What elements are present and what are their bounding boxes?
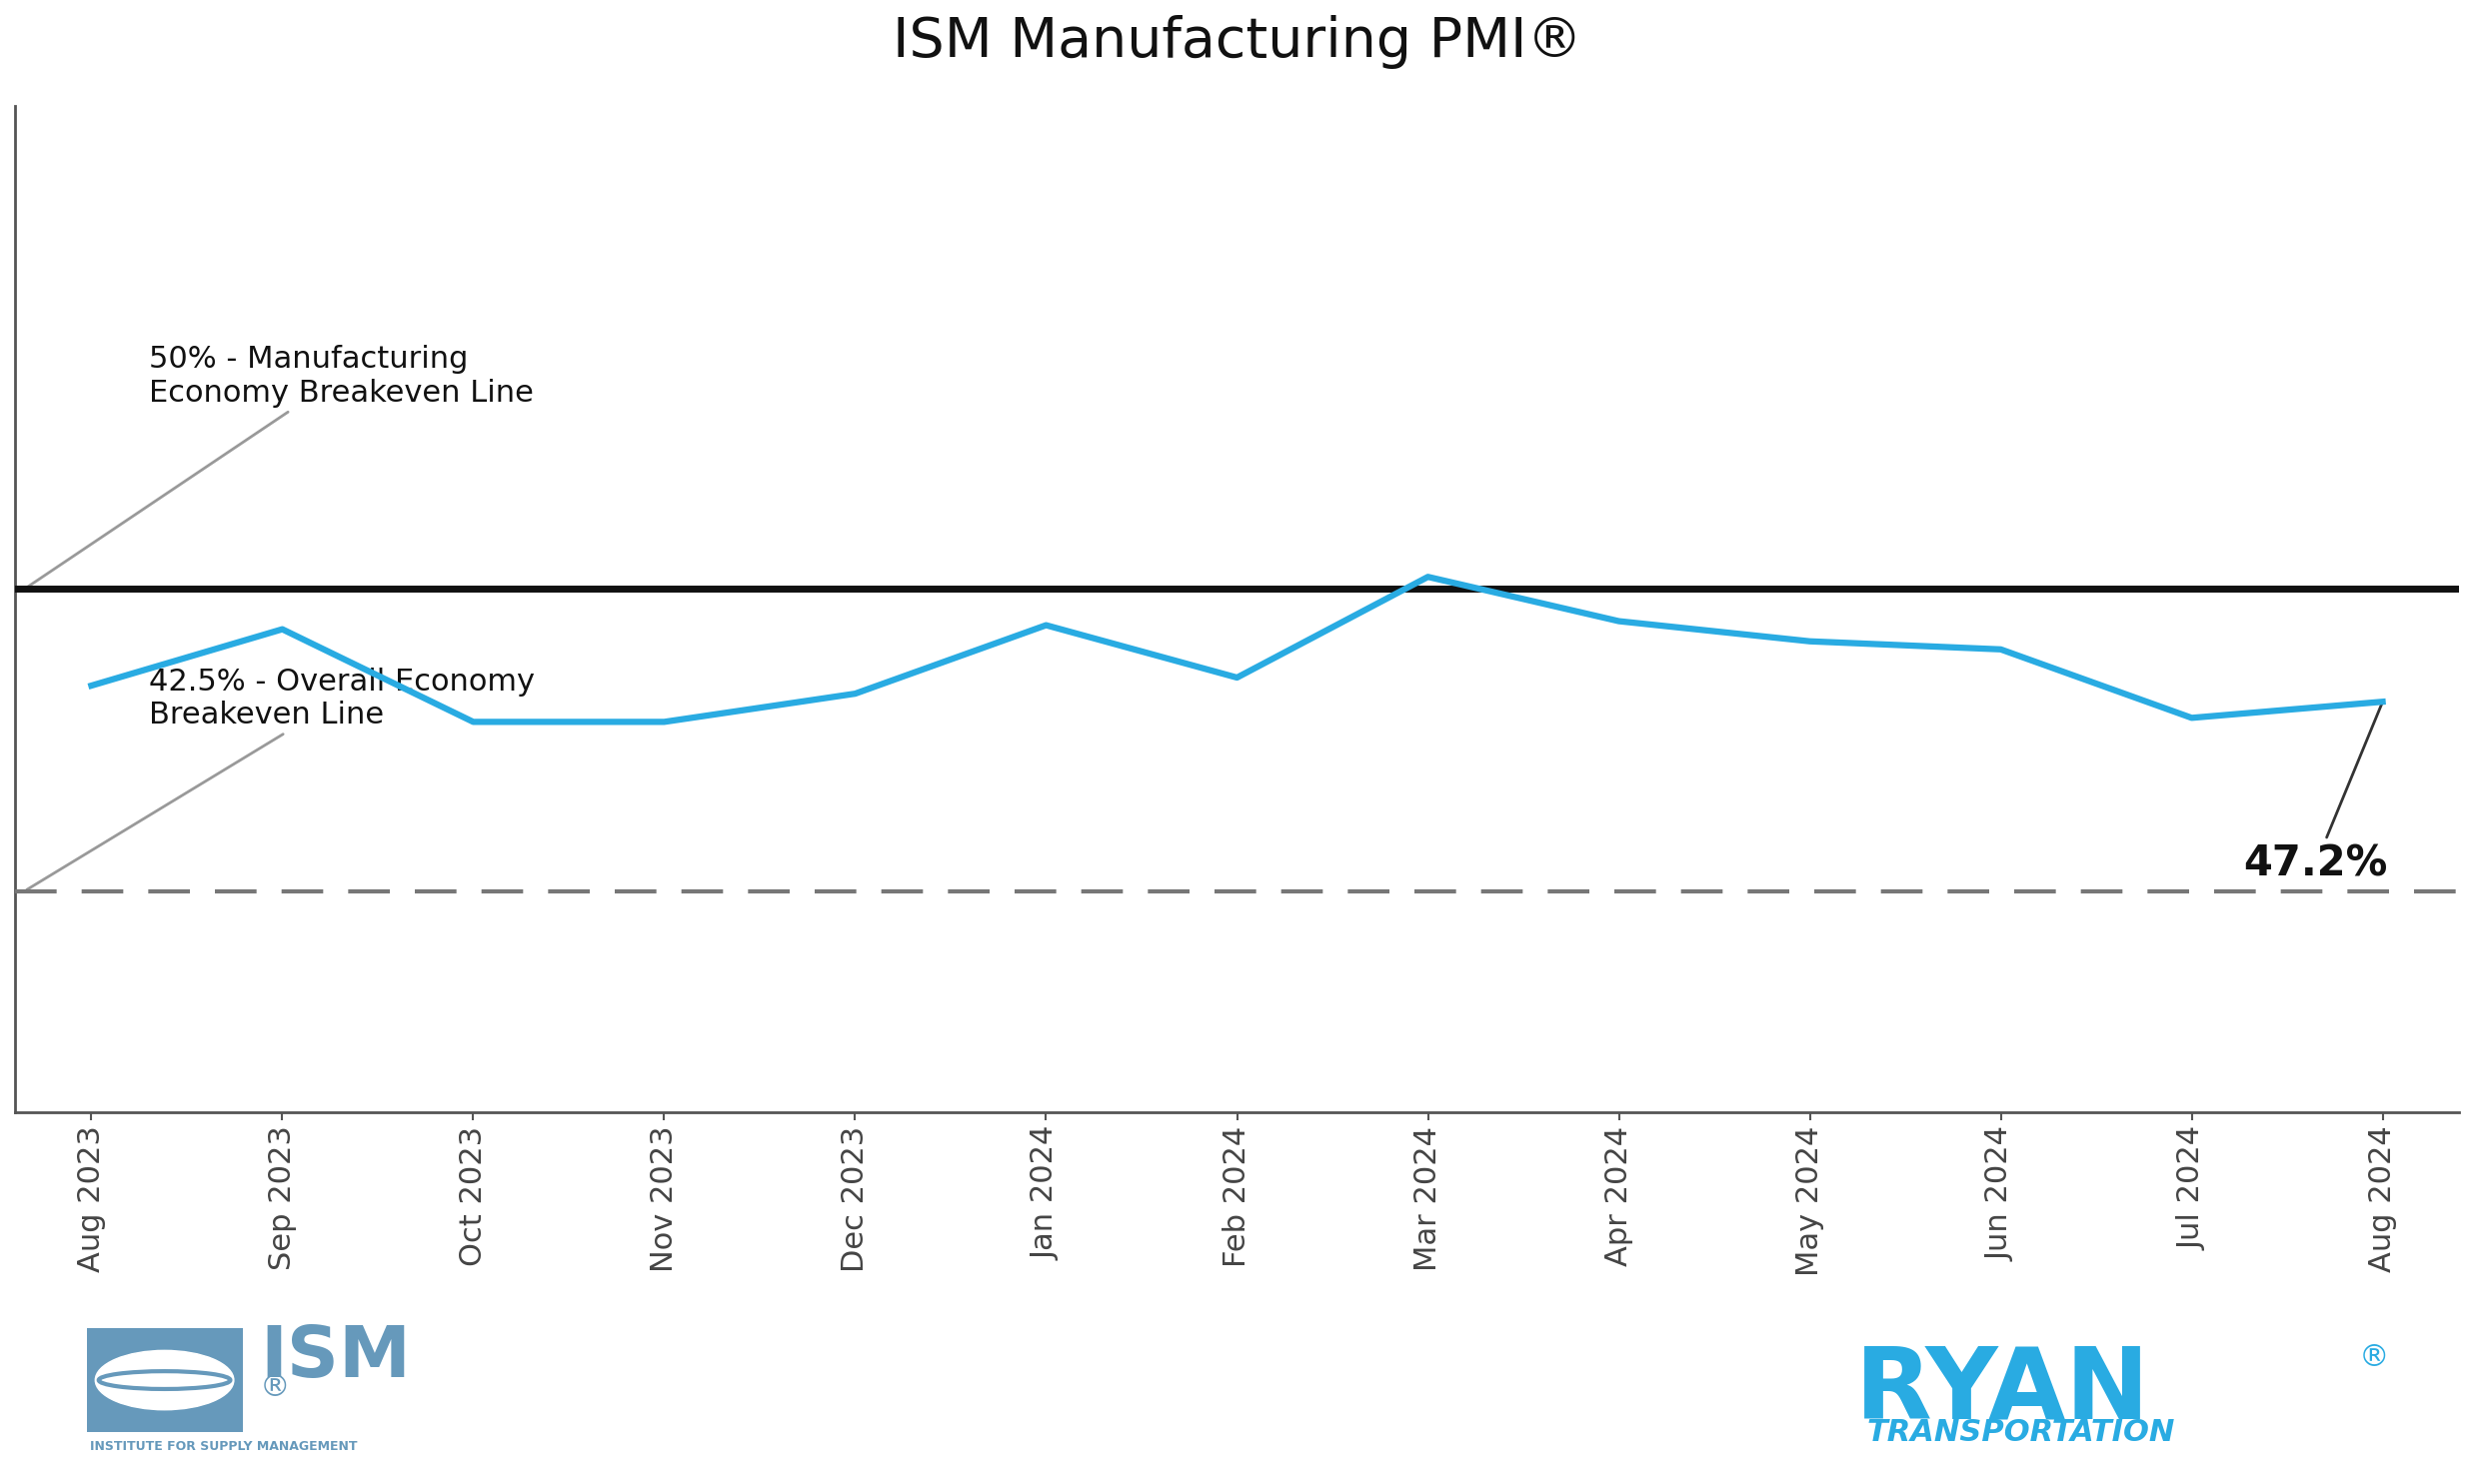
Text: TRANSPORTATION: TRANSPORTATION xyxy=(1865,1417,2175,1447)
Text: ®: ® xyxy=(260,1373,289,1402)
Title: ISM Manufacturing PMI®: ISM Manufacturing PMI® xyxy=(893,15,1581,68)
Circle shape xyxy=(96,1350,235,1410)
Text: RYAN: RYAN xyxy=(1856,1343,2150,1439)
Text: 50% - Manufacturing
Economy Breakeven Line: 50% - Manufacturing Economy Breakeven Li… xyxy=(27,346,534,588)
Text: ISM: ISM xyxy=(260,1324,411,1392)
FancyBboxPatch shape xyxy=(87,1328,242,1432)
Text: ®: ® xyxy=(2358,1343,2390,1373)
Text: INSTITUTE FOR SUPPLY MANAGEMENT: INSTITUTE FOR SUPPLY MANAGEMENT xyxy=(89,1441,356,1453)
Text: 47.2%: 47.2% xyxy=(2244,705,2387,884)
Text: 42.5% - Overall Economy
Breakeven Line: 42.5% - Overall Economy Breakeven Line xyxy=(27,668,534,889)
